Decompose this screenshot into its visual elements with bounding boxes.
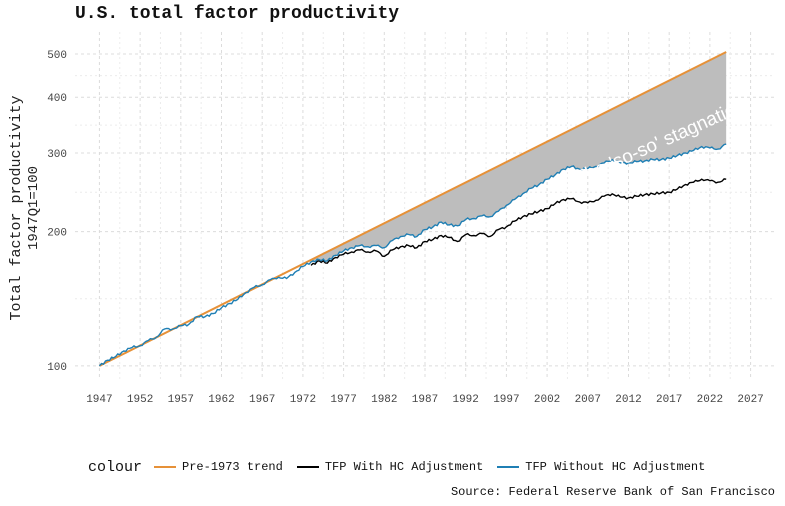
x-tick-label: 1977: [330, 394, 356, 406]
x-tick-label: 2027: [737, 394, 763, 406]
x-tick-label: 1987: [412, 394, 438, 406]
x-tick-label: 2012: [615, 394, 641, 406]
y-tick-label: 100: [47, 362, 67, 374]
chart-title: U.S. total factor productivity: [75, 4, 400, 24]
y-axis-label-group: Total factor productivity 1947Q1=100: [8, 95, 42, 320]
series-line-with-hc: [310, 178, 727, 266]
x-tick-label: 2022: [697, 394, 723, 406]
x-tick-label: 1967: [249, 394, 275, 406]
legend-label-pre1973: Pre-1973 trend: [182, 460, 283, 474]
legend-swatch-without-hc: [497, 466, 520, 468]
series-line-without-hc: [98, 143, 727, 367]
series-lines: [98, 51, 727, 367]
y-tick-label: 400: [47, 93, 67, 105]
y-tick-label: 300: [47, 149, 67, 161]
legend-item-without-hc: TFP Without HC Adjustment: [497, 460, 705, 474]
x-tick-label: 1972: [290, 394, 316, 406]
legend-title: colour: [88, 458, 143, 476]
legend-label-with-hc: TFP With HC Adjustment: [324, 460, 484, 474]
y-tick-label: 200: [47, 228, 67, 240]
x-tick-label: 2002: [534, 394, 560, 406]
x-tick-label: 2017: [656, 394, 682, 406]
x-tick-label: 1982: [371, 394, 397, 406]
x-tick-label: 2007: [575, 394, 601, 406]
y-tick-labels: 100 200 300 400 500: [47, 50, 67, 374]
legend-swatch-pre1973: [154, 466, 177, 468]
legend: colour Pre-1973 trend TFP With HC Adjust…: [88, 457, 719, 477]
x-tick-label: 1947: [86, 394, 112, 406]
series-line-pre1973-trend: [98, 51, 727, 367]
y-axis-label-line1: Total factor productivity: [8, 95, 25, 320]
legend-swatch-with-hc: [296, 466, 319, 468]
legend-item-pre1973: Pre-1973 trend: [154, 460, 283, 474]
x-tick-label: 1992: [452, 394, 478, 406]
y-axis-label-line2: 1947Q1=100: [26, 166, 42, 250]
legend-label-without-hc: TFP Without HC Adjustment: [525, 460, 706, 474]
x-tick-label: 1952: [127, 394, 153, 406]
y-tick-label: 500: [47, 50, 67, 62]
x-tick-labels: 1947 1952 1957 1962 1967 1972 1977 1982 1987 1992…: [86, 394, 764, 406]
source-note: Source: Federal Reserve Bank of San Fran…: [450, 485, 775, 499]
legend-item-with-hc: TFP With HC Adjustment: [296, 460, 484, 474]
x-tick-label: 1962: [208, 394, 234, 406]
x-tick-label: 1997: [493, 394, 519, 406]
x-tick-label: 1957: [168, 394, 194, 406]
